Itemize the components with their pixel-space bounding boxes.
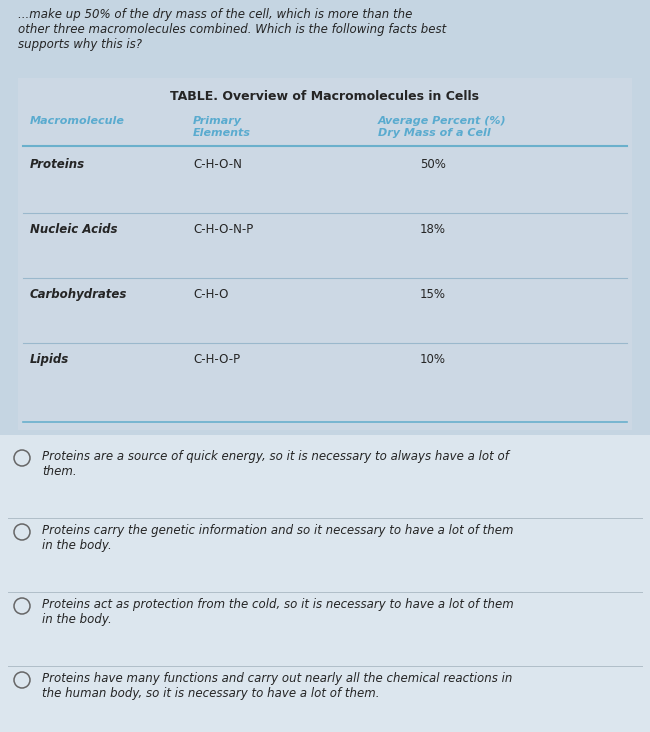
Text: Nucleic Acids: Nucleic Acids <box>30 223 118 236</box>
Text: Proteins are a source of quick energy, so it is necessary to always have a lot o: Proteins are a source of quick energy, s… <box>42 450 509 478</box>
Text: C-H-O-N-P: C-H-O-N-P <box>193 223 254 236</box>
Text: Proteins: Proteins <box>30 158 85 171</box>
Text: TABLE. Overview of Macromolecules in Cells: TABLE. Overview of Macromolecules in Cel… <box>170 90 480 103</box>
Text: ...make up 50% of the dry mass of the cell, which is more than the
other three m: ...make up 50% of the dry mass of the ce… <box>18 8 447 51</box>
Text: C-H-O: C-H-O <box>193 288 228 301</box>
Text: C-H-O-N: C-H-O-N <box>193 158 242 171</box>
Text: Proteins have many functions and carry out nearly all the chemical reactions in
: Proteins have many functions and carry o… <box>42 672 512 700</box>
Text: Average Percent (%)
Dry Mass of a Cell: Average Percent (%) Dry Mass of a Cell <box>378 116 506 138</box>
Text: 50%: 50% <box>420 158 446 171</box>
Text: 15%: 15% <box>420 288 446 301</box>
Text: Macromolecule: Macromolecule <box>30 116 125 126</box>
Text: Carbohydrates: Carbohydrates <box>30 288 127 301</box>
Text: 18%: 18% <box>420 223 446 236</box>
Text: C-H-O-P: C-H-O-P <box>193 353 240 366</box>
Text: Lipids: Lipids <box>30 353 70 366</box>
FancyBboxPatch shape <box>18 78 632 430</box>
FancyBboxPatch shape <box>0 435 650 732</box>
Text: Proteins carry the genetic information and so it necessary to have a lot of them: Proteins carry the genetic information a… <box>42 524 514 552</box>
Text: 10%: 10% <box>420 353 446 366</box>
Text: Proteins act as protection from the cold, so it is necessary to have a lot of th: Proteins act as protection from the cold… <box>42 598 514 626</box>
Text: Primary
Elements: Primary Elements <box>193 116 251 138</box>
